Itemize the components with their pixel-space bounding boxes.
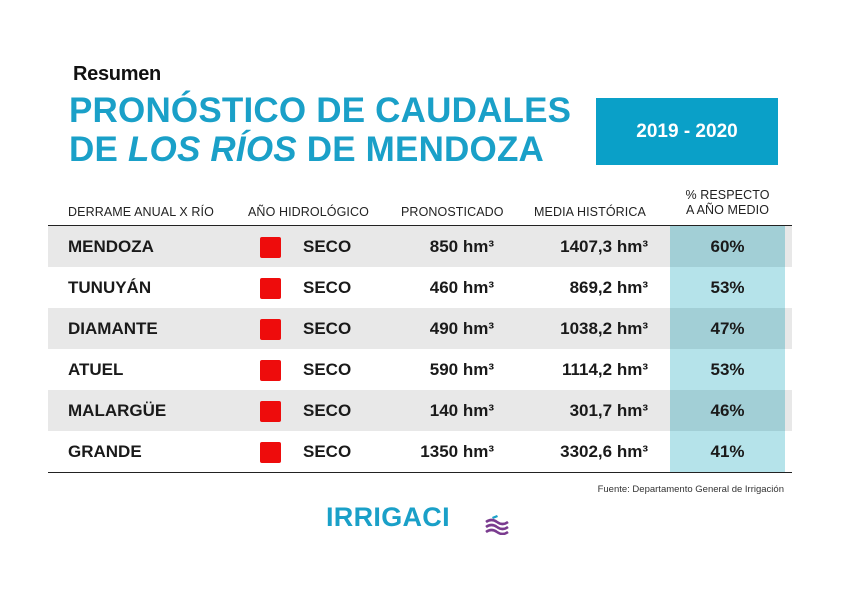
dry-indicator-icon	[260, 237, 281, 258]
period-box: 2019 - 2020	[596, 98, 778, 165]
media-value: 1038,2 hm³	[560, 319, 648, 338]
river-name: MALARGÜE	[68, 401, 167, 420]
table-header: DERRAME ANUAL X RÍO AÑO HIDROLÓGICO PRON…	[48, 183, 792, 226]
header-pct-line1: % RESPECTO	[685, 188, 770, 202]
table-row: MALARGÜE SECO 140 hm³ 301,7 hm³ 46%	[48, 390, 792, 431]
pronosticado-value: 460 hm³	[429, 278, 494, 297]
anio-value: SECO	[303, 360, 352, 379]
pct-column-cell	[670, 226, 785, 267]
wave-o-icon	[485, 515, 509, 535]
pct-value: 53%	[710, 360, 745, 379]
pronosticado-value: 590 hm³	[429, 360, 494, 379]
media-value: 3302,6 hm³	[560, 442, 648, 461]
forecast-table: DERRAME ANUAL X RÍO AÑO HIDROLÓGICO PRON…	[48, 183, 792, 473]
header-media: MEDIA HISTÓRICA	[534, 205, 646, 219]
table-bottom-rule	[48, 472, 792, 473]
pct-value: 53%	[710, 278, 745, 297]
header-pct: % RESPECTO A AÑO MEDIO	[670, 188, 785, 218]
title-line-2-italic: LOS RÍOS	[127, 130, 297, 169]
title-line-1: PRONÓSTICO DE CAUDALES	[69, 91, 572, 130]
page-title: PRONÓSTICO DE CAUDALES DE LOS RÍOS DE ME…	[69, 91, 571, 169]
river-name: ATUEL	[68, 360, 124, 379]
header-river: DERRAME ANUAL X RÍO	[68, 205, 214, 219]
logo-text: IRRIGACI	[326, 502, 450, 532]
river-name: DIAMANTE	[68, 319, 158, 338]
resumen-label: Resumen	[73, 63, 161, 85]
pronosticado-value: 490 hm³	[429, 319, 494, 338]
title-line-2: DE LOS RÍOS DE MENDOZA	[69, 130, 571, 169]
pct-value: 46%	[710, 401, 745, 420]
pct-column-cell	[670, 431, 785, 472]
dry-indicator-icon	[260, 319, 281, 340]
pronosticado-value: 850 hm³	[429, 237, 494, 256]
header-anio: AÑO HIDROLÓGICO	[248, 205, 369, 219]
irrigacion-logo: IRRIGACI	[326, 500, 526, 535]
title-line-2-post: DE MENDOZA	[296, 130, 544, 169]
pct-value: 60%	[710, 237, 745, 256]
media-value: 1114,2 hm³	[561, 360, 648, 379]
pct-value: 47%	[710, 319, 745, 338]
pct-column-cell	[670, 390, 785, 431]
table-row: MENDOZA SECO 850 hm³ 1407,3 hm³ 60%	[48, 226, 792, 267]
media-value: 301,7 hm³	[569, 401, 648, 420]
header-pronosticado: PRONOSTICADO	[401, 205, 504, 219]
media-value: 869,2 hm³	[569, 278, 648, 297]
table-row: DIAMANTE SECO 490 hm³ 1038,2 hm³ 47%	[48, 308, 792, 349]
anio-value: SECO	[303, 319, 352, 338]
pct-column-cell	[670, 349, 785, 390]
dry-indicator-icon	[260, 278, 281, 299]
river-name: MENDOZA	[68, 237, 154, 256]
dry-indicator-icon	[260, 401, 281, 422]
source-note: Fuente: Departamento General de Irrigaci…	[597, 484, 784, 495]
pct-value: 41%	[710, 442, 745, 461]
table-row: TUNUYÁN SECO 460 hm³ 869,2 hm³ 53%	[48, 267, 792, 308]
anio-value: SECO	[303, 278, 352, 297]
title-line-2-pre: DE	[69, 130, 128, 169]
anio-value: SECO	[303, 401, 352, 420]
header-pct-line2: A AÑO MEDIO	[685, 203, 770, 217]
table-row: ATUEL SECO 590 hm³ 1114,2 hm³ 53%	[48, 349, 792, 390]
dry-indicator-icon	[260, 360, 281, 381]
anio-value: SECO	[303, 237, 352, 256]
river-name: GRANDE	[68, 442, 142, 461]
pct-column-cell	[670, 267, 785, 308]
table-row: GRANDE SECO 1350 hm³ 3302,6 hm³ 41%	[48, 431, 792, 472]
anio-value: SECO	[303, 442, 352, 461]
pct-column-cell	[670, 308, 785, 349]
pronosticado-value: 1350 hm³	[420, 442, 494, 461]
media-value: 1407,3 hm³	[560, 237, 648, 256]
dry-indicator-icon	[260, 442, 281, 463]
pronosticado-value: 140 hm³	[429, 401, 494, 420]
river-name: TUNUYÁN	[68, 278, 152, 297]
